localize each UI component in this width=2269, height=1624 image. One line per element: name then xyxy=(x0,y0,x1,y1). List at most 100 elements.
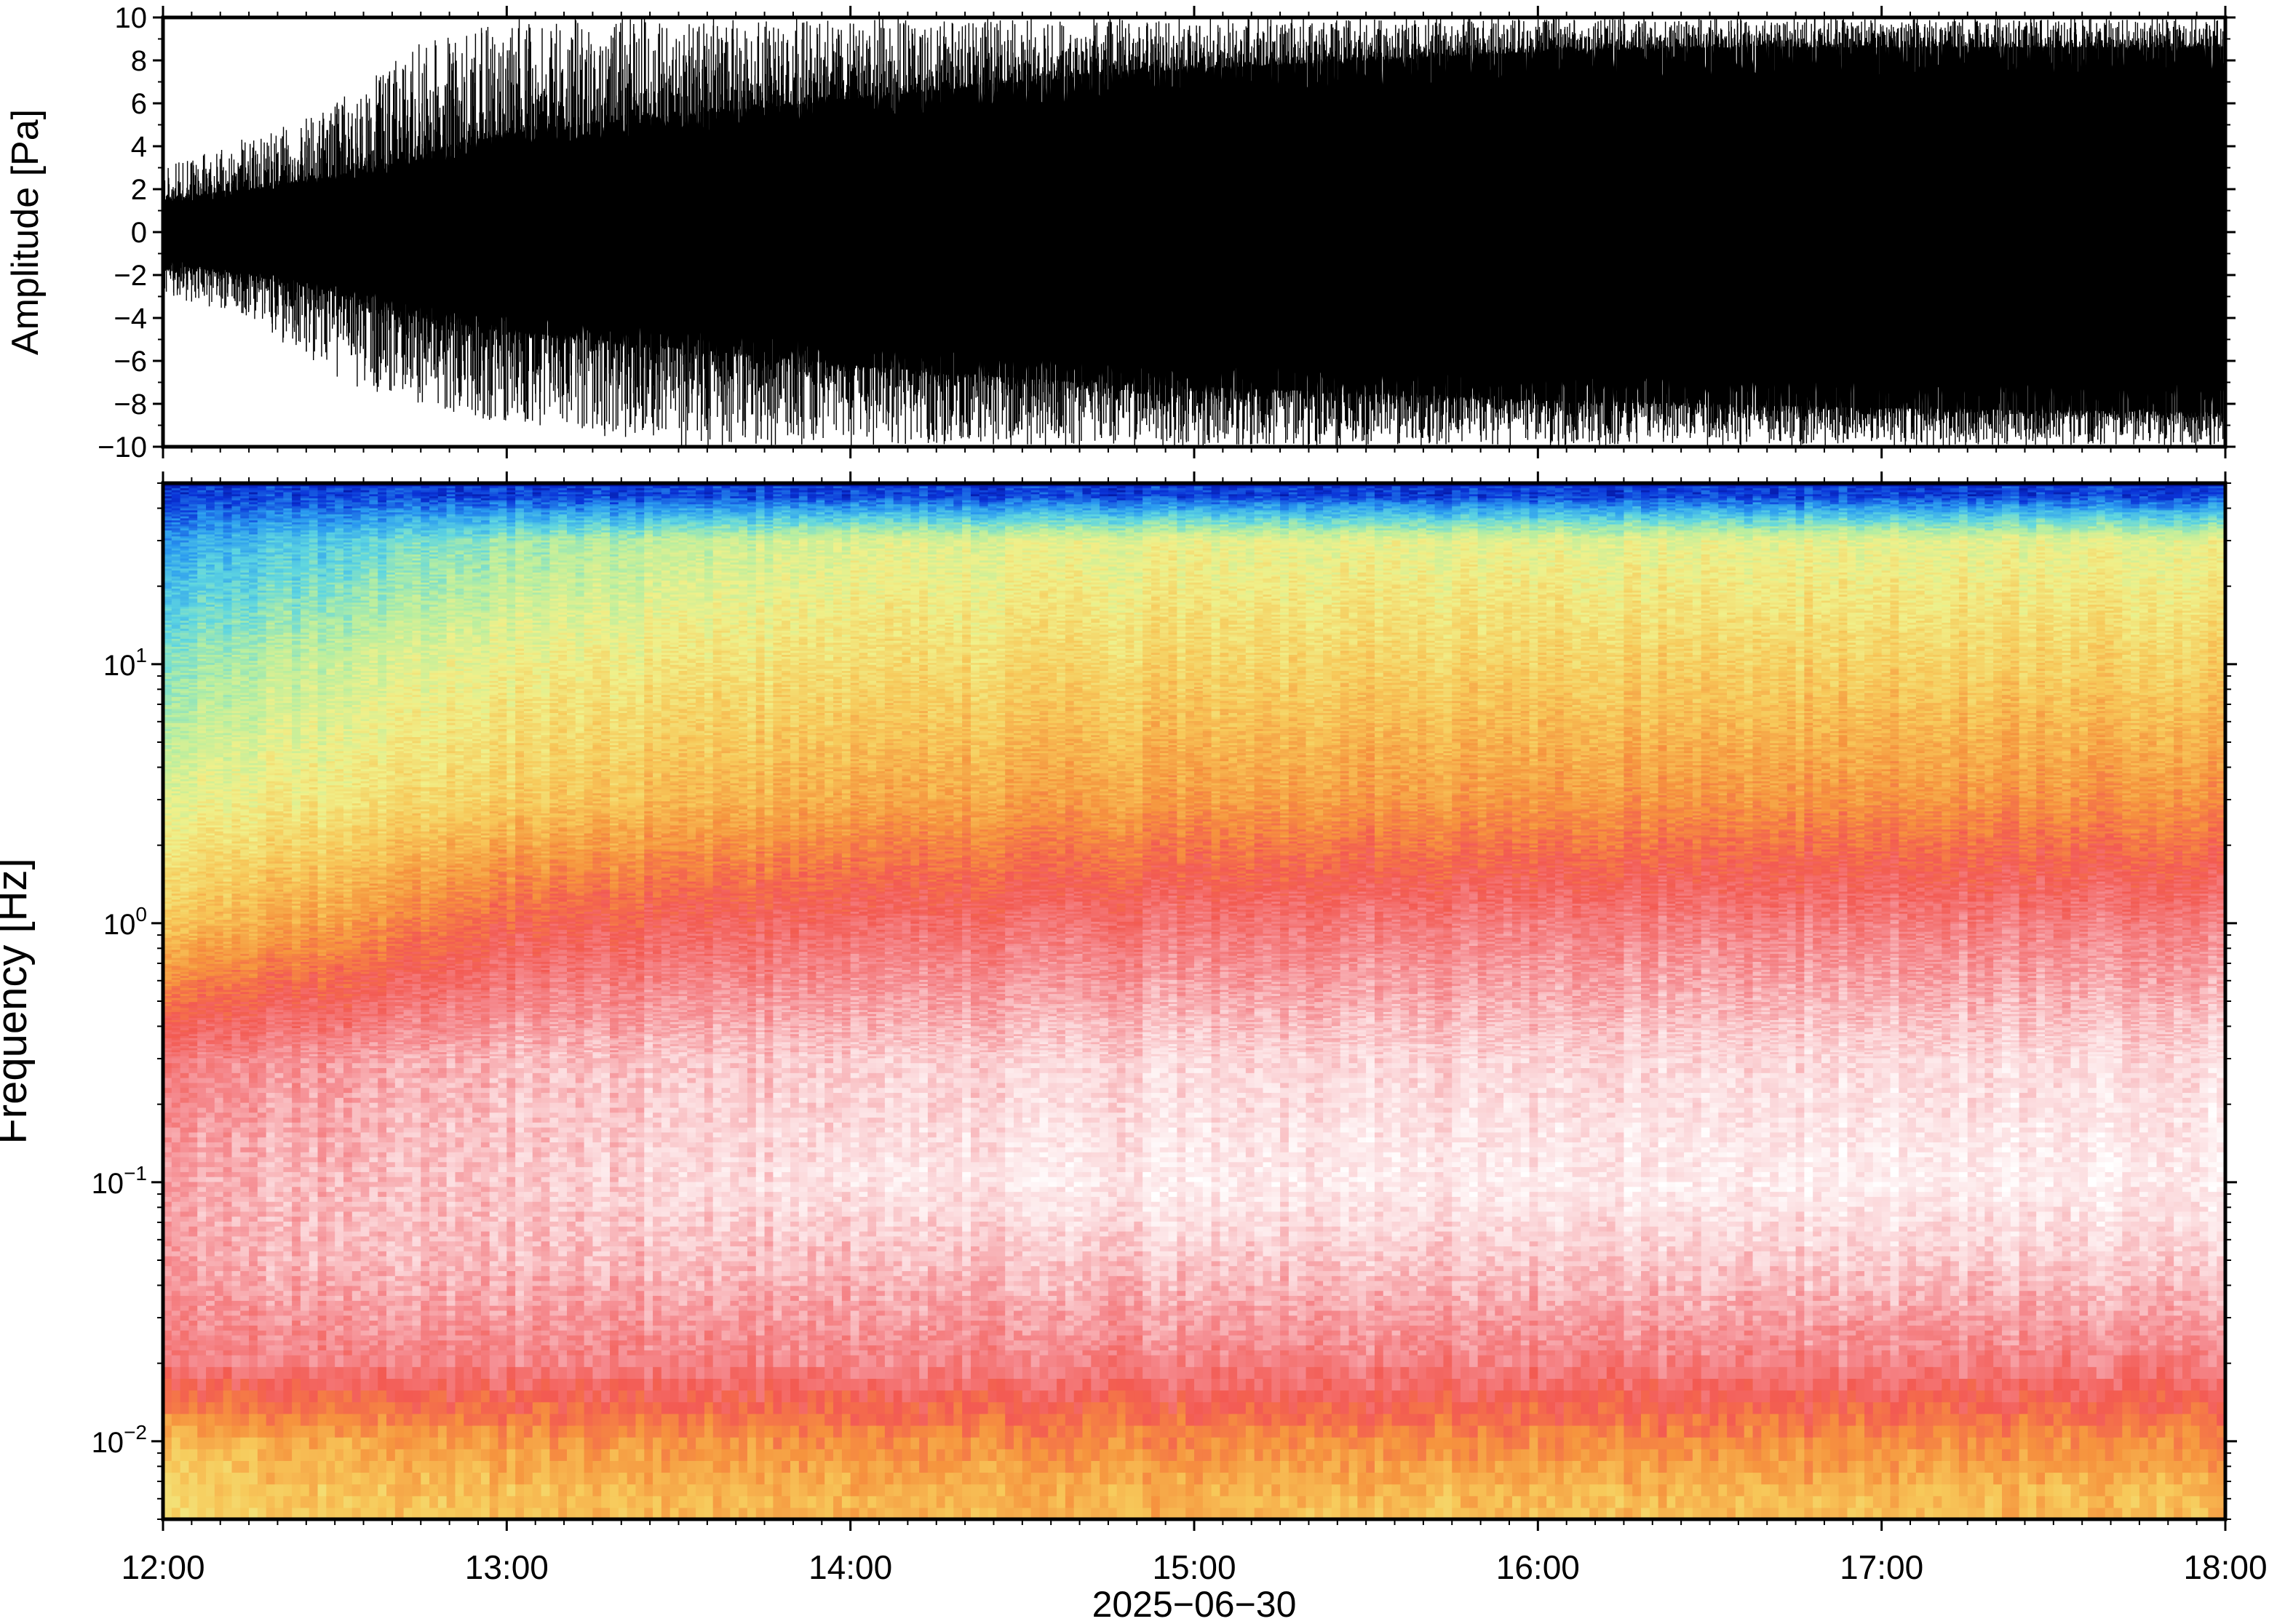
spectrogram-cell xyxy=(180,1063,189,1068)
spectrogram-column xyxy=(188,483,197,1520)
waveform-y-tick-label: −2 xyxy=(114,260,147,292)
spectrogram-cell xyxy=(197,1275,206,1281)
spectrogram-cell xyxy=(188,1236,197,1241)
spectrogram-cell xyxy=(188,1137,197,1142)
spectrogram-cell xyxy=(197,1449,206,1461)
spectrogram-cell xyxy=(180,1236,189,1241)
spectrogram-cell xyxy=(180,1112,189,1118)
spectrogram-cell xyxy=(206,1217,215,1222)
spectrogram-cell xyxy=(206,1425,215,1438)
spectrogram-cell xyxy=(180,1226,189,1231)
spectrogram-cell xyxy=(215,1449,223,1461)
spectrogram-cell xyxy=(197,1217,206,1222)
spectrogram-cell xyxy=(172,1350,180,1355)
spectrogram-cell xyxy=(206,1275,215,1281)
spectrogram-cell xyxy=(180,1340,189,1345)
spectrogram-cell xyxy=(215,1102,223,1107)
spectrogram-cell xyxy=(197,1295,206,1300)
spectrogram-cell xyxy=(172,1072,180,1078)
spectrogram-cell xyxy=(172,1251,180,1256)
spectrogram-cell xyxy=(197,1425,206,1438)
spectrogram-cell xyxy=(197,1083,206,1088)
spectrogram-cell xyxy=(206,1378,215,1390)
spectrogram-cell xyxy=(215,1345,223,1350)
spectrogram-cell xyxy=(180,1072,189,1078)
spectrogram-cell xyxy=(215,1162,223,1167)
spectrogram-cell xyxy=(215,1132,223,1137)
spectrogram-cell xyxy=(180,1310,189,1315)
spectrogram-cell xyxy=(215,1270,223,1275)
spectrogram-cell xyxy=(197,1350,206,1355)
spectrogram-cell xyxy=(180,1246,189,1251)
spectrogram-cell xyxy=(188,1182,197,1187)
spectrogram-cell xyxy=(215,1484,223,1497)
spectrogram-cell xyxy=(197,1058,206,1063)
spectrogram-cell xyxy=(188,1241,197,1246)
spectrogram-cell xyxy=(180,1270,189,1275)
spectrogram-cell xyxy=(180,1206,189,1211)
spectrogram-cell xyxy=(197,1162,206,1167)
spectrogram-cell xyxy=(188,1281,197,1286)
spectrogram-cell xyxy=(180,1137,189,1142)
spectrogram-cell xyxy=(206,1300,215,1305)
spectrogram-cell xyxy=(197,1137,206,1142)
spectrogram-cell xyxy=(197,1192,206,1197)
spectrogram-cell xyxy=(197,1241,206,1246)
spectrogram-cell xyxy=(180,1211,189,1217)
spectrogram-cell xyxy=(197,1330,206,1335)
spectrogram-cell xyxy=(180,1127,189,1132)
spectrogram-cell xyxy=(172,1472,180,1484)
waveform-y-tick-label: 10 xyxy=(115,2,148,34)
spectrogram-cell xyxy=(172,1122,180,1127)
spectrogram-cell xyxy=(172,1270,180,1275)
spectrogram-cell xyxy=(215,1236,223,1241)
spectrogram-cell xyxy=(197,1472,206,1484)
spectrogram-cell xyxy=(180,1350,189,1355)
spectrogram-cell xyxy=(180,1425,189,1438)
spectrogram-cell xyxy=(215,1063,223,1068)
spectrogram-cell xyxy=(206,1335,215,1340)
spectrogram-cell xyxy=(206,1201,215,1206)
spectrogram-cell xyxy=(188,1484,197,1497)
spectrogram-cell xyxy=(172,1291,180,1296)
spectrogram-cell xyxy=(172,1078,180,1083)
spectrogram-cell xyxy=(215,1295,223,1300)
spectrogram-cell xyxy=(206,1182,215,1187)
spectrogram-cell xyxy=(188,1251,197,1256)
spectrogram-cell xyxy=(197,1088,206,1093)
spectrogram-cell xyxy=(197,1201,206,1206)
spectrogram-cell xyxy=(180,1281,189,1286)
spectrogram-cell xyxy=(180,1058,189,1063)
spectrogram-cell xyxy=(197,1167,206,1172)
spectrogram-cell xyxy=(172,1246,180,1251)
spectrogram-cell xyxy=(180,1325,189,1330)
spectrogram-cell xyxy=(172,1378,180,1390)
spectrogram-cell xyxy=(197,1335,206,1340)
waveform-y-tick-label: 2 xyxy=(131,174,147,206)
spectrogram-cell xyxy=(172,1127,180,1132)
spectrogram-cell xyxy=(215,1300,223,1305)
spectrogram-cell xyxy=(197,1414,206,1426)
spectrogram-cell xyxy=(197,1092,206,1097)
spectrogram-cell xyxy=(180,1300,189,1305)
spectrogram-cell xyxy=(206,1107,215,1112)
spectrogram-cell xyxy=(188,1425,197,1438)
spectrogram-cell xyxy=(215,1072,223,1078)
spectrogram-cell xyxy=(215,1251,223,1256)
spectrogram-cell xyxy=(188,1449,197,1461)
spectrogram-cell xyxy=(215,1221,223,1226)
spectrogram-cell xyxy=(215,1366,223,1379)
spectrogram-cell xyxy=(206,1402,215,1414)
spectrogram-cell xyxy=(172,1325,180,1330)
spectrogram-cell xyxy=(206,1221,215,1226)
spectrogram-cell xyxy=(215,1167,223,1172)
spectrogram-cell xyxy=(172,1295,180,1300)
spectrogram-cell xyxy=(215,1182,223,1187)
spectrogram-cell xyxy=(180,1162,189,1167)
spectrogram-cell xyxy=(206,1067,215,1072)
spectrogram-cell xyxy=(188,1256,197,1261)
spectrogram-cell xyxy=(180,1192,189,1197)
spectrogram-cell xyxy=(180,1088,189,1093)
